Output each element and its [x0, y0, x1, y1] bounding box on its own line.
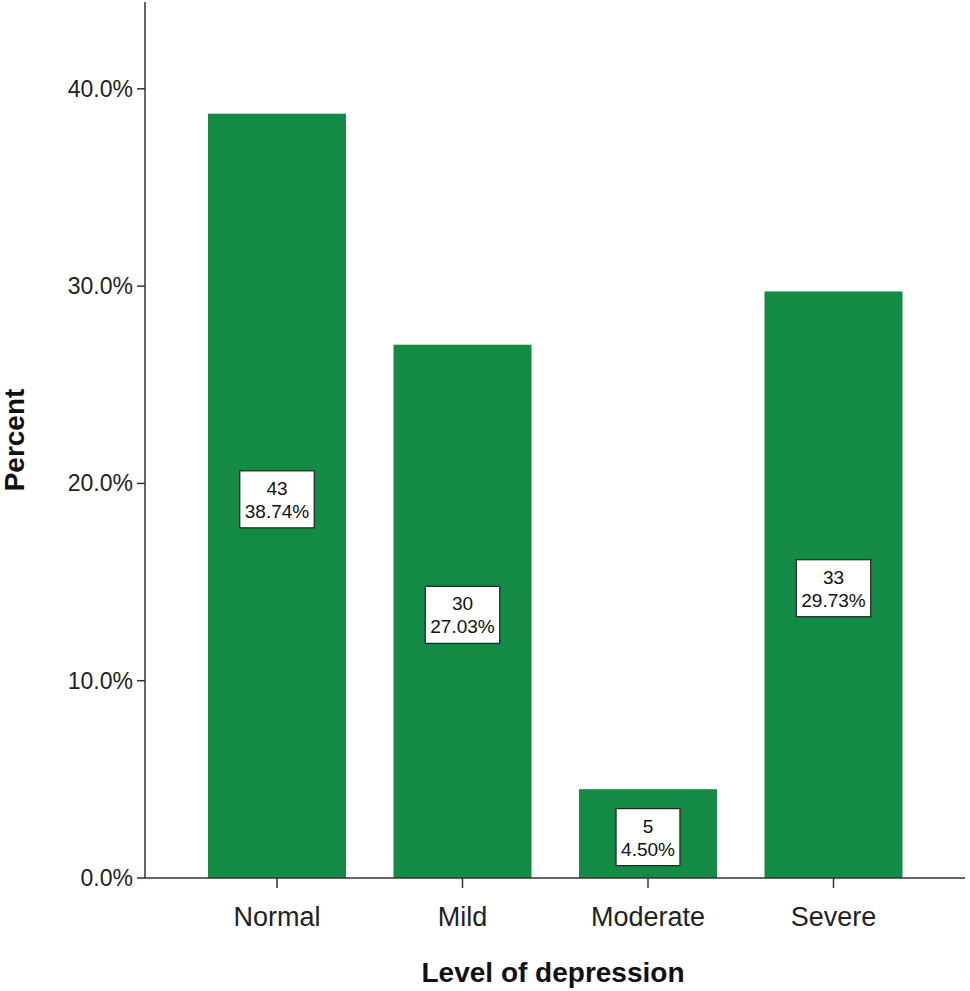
- x-tick: [833, 878, 835, 888]
- data-label: 3329.73%: [796, 560, 870, 617]
- chart-svg: 0.0% 10.0% 20.0% 30.0% 40.0% Normal Mild Modera…: [0, 0, 970, 991]
- bar: [579, 789, 717, 878]
- y-tick: [137, 88, 145, 90]
- bar: [208, 114, 346, 878]
- x-tick: [647, 878, 649, 888]
- x-tick-label: Mild: [438, 902, 488, 932]
- y-tick-label: 10.0%: [68, 668, 133, 694]
- axes: 0.0% 10.0% 20.0% 30.0% 40.0% Normal Mild Modera…: [68, 2, 965, 932]
- y-axis-line: [144, 2, 146, 878]
- y-axis-title: Percent: [0, 389, 30, 492]
- data-label-value: 4.50%: [621, 839, 675, 860]
- bar: [394, 345, 532, 878]
- data-label-count: 33: [823, 567, 844, 588]
- x-axis-line: [145, 877, 965, 879]
- data-label-count: 5: [643, 816, 654, 837]
- y-tick: [137, 877, 145, 879]
- data-label-box: [425, 586, 499, 643]
- x-tick-label: Normal: [233, 902, 320, 932]
- x-tick-label: Moderate: [591, 902, 705, 932]
- bar: [765, 291, 903, 878]
- bars: [208, 114, 903, 878]
- data-label-value: 29.73%: [801, 590, 866, 611]
- data-label-count: 30: [452, 593, 473, 614]
- x-tick-label: Severe: [791, 902, 877, 932]
- data-labels: 4338.74% 3027.03% 54.50% 3329.73%: [240, 471, 871, 866]
- y-tick: [137, 483, 145, 485]
- data-label-value: 27.03%: [430, 616, 495, 637]
- y-tick-label: 40.0%: [68, 76, 133, 102]
- x-axis-title: Level of depression: [422, 957, 685, 988]
- data-label-box: [796, 560, 870, 617]
- data-label-box: [240, 471, 314, 528]
- data-label-count: 43: [266, 478, 287, 499]
- x-tick: [276, 878, 278, 888]
- y-tick: [137, 285, 145, 287]
- data-label: 3027.03%: [425, 586, 499, 643]
- x-tick: [462, 878, 464, 888]
- chart-container: 0.0% 10.0% 20.0% 30.0% 40.0% Normal Mild Modera…: [0, 0, 970, 991]
- data-label-value: 38.74%: [245, 501, 310, 522]
- data-label: 54.50%: [616, 809, 680, 866]
- data-label-box: [616, 809, 680, 866]
- y-tick-label: 20.0%: [68, 470, 133, 496]
- y-tick-label: 0.0%: [81, 865, 133, 891]
- y-tick: [137, 680, 145, 682]
- y-tick-label: 30.0%: [68, 273, 133, 299]
- data-label: 4338.74%: [240, 471, 314, 528]
